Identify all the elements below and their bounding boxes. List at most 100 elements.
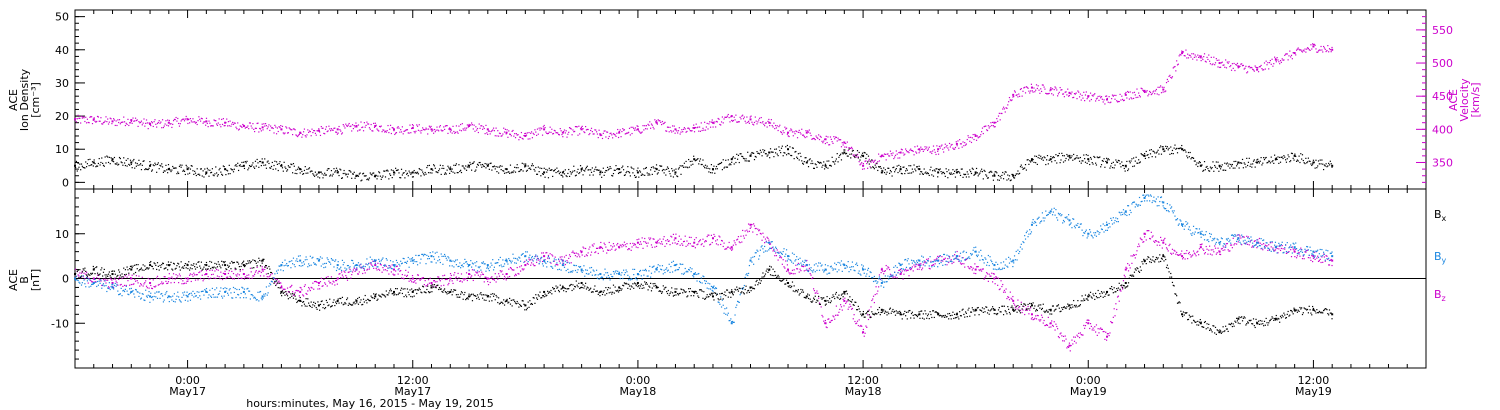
bz-series-sample [574, 254, 577, 257]
velocity-series-sample [846, 141, 848, 143]
ion-density-series-sample [792, 147, 794, 149]
ion-density-series-sample [617, 172, 620, 175]
velocity-series-sample [403, 130, 405, 133]
ion-density-series-point [74, 164, 76, 167]
ion-density-series-sample [761, 155, 763, 157]
ion-density-series-sample [480, 164, 482, 166]
velocity-series-sample [464, 127, 466, 129]
velocity-series-sample [891, 154, 893, 156]
bz-series-sample [296, 289, 298, 292]
bz-series-sample [205, 273, 207, 275]
bz-series-sample [510, 267, 512, 269]
ion-density-series-sample [833, 161, 835, 163]
velocity-series-sample [161, 127, 163, 129]
ion-density-series-sample [736, 158, 739, 160]
bz-series-sample [297, 290, 299, 292]
bz-series-sample [715, 240, 717, 242]
bz-series-sample [326, 285, 328, 287]
velocity-series-sample [709, 126, 712, 128]
ion-density-series-sample [1254, 166, 1256, 168]
ion-density-series-sample [894, 169, 897, 171]
ion-density-series-point [1256, 161, 1259, 164]
velocity-series-sample [1330, 51, 1332, 53]
ion-density-series-sample [559, 171, 561, 173]
bz-series-sample [632, 242, 634, 245]
ion-density-series-sample [461, 165, 463, 167]
bz-series-sample [243, 278, 246, 280]
ion-density-series-sample [296, 172, 298, 175]
bz-series-sample [982, 268, 984, 270]
ion-density-series-sample [1134, 160, 1136, 162]
ion-density-series-sample [134, 167, 136, 169]
bz-series-sample [302, 294, 304, 296]
velocity-series-sample [498, 135, 500, 137]
bz-series-sample [590, 254, 592, 256]
velocity-series-sample [111, 123, 113, 125]
bz-series-sample [406, 274, 409, 277]
ion-density-series-sample [91, 164, 93, 166]
bz-series-sample [887, 266, 889, 268]
ion-density-series-sample [825, 166, 827, 169]
velocity-series-sample [244, 127, 246, 129]
ion-density-series-sample [901, 173, 903, 175]
ion-density-series-sample [1033, 161, 1035, 163]
bz-series-sample [226, 276, 229, 278]
ion-density-series-sample [546, 171, 548, 173]
velocity-series-sample [1035, 89, 1037, 91]
y-axis-label-left-line: Ion Density [18, 68, 31, 131]
velocity-series-sample [1306, 47, 1309, 49]
ion-density-series-sample [176, 173, 178, 175]
velocity-series-sample [1078, 96, 1081, 98]
velocity-series-sample [1328, 51, 1330, 53]
velocity-series-sample [875, 162, 877, 165]
bz-series-sample [986, 273, 989, 275]
velocity-series-sample [400, 131, 403, 133]
velocity-series-sample [691, 130, 693, 132]
velocity-series-sample [1156, 93, 1158, 95]
velocity-series-sample [624, 133, 626, 135]
bz-series-sample [648, 237, 650, 239]
ion-density-series-sample [888, 172, 891, 174]
ion-density-series-sample [1278, 162, 1280, 165]
bz-series-sample [1002, 283, 1004, 286]
ion-density-series-sample [1070, 157, 1072, 159]
ion-density-series-sample [584, 170, 586, 172]
velocity-series-sample [91, 122, 94, 125]
ion-density-series-sample [1284, 159, 1287, 161]
top-frame [74, 9, 1427, 190]
bz-series-sample [946, 264, 948, 266]
velocity-series-sample [152, 125, 154, 128]
bz-series-sample [1229, 250, 1231, 252]
velocity-series-sample [892, 152, 894, 154]
velocity-series-sample [186, 117, 188, 120]
bz-series-sample [380, 264, 382, 266]
bz-series-sample [348, 271, 350, 273]
ion-density-series-sample [943, 171, 945, 174]
ion-density-series-point [167, 168, 170, 171]
ion-density-series-sample [101, 157, 103, 159]
bz-series-sample [954, 257, 957, 259]
ion-density-series-sample [220, 171, 222, 173]
bz-series-sample [509, 266, 512, 269]
bz-series-sample [232, 272, 235, 275]
velocity-series-sample [241, 126, 243, 129]
velocity-series-point [918, 148, 921, 151]
bz-series-sample [136, 280, 138, 282]
ion-density-series-sample [1298, 155, 1300, 157]
velocity-series-point [1012, 93, 1015, 96]
ion-density-series-sample [666, 166, 669, 168]
bz-series-sample [802, 266, 805, 268]
ion-density-series-sample [1183, 149, 1185, 151]
ion-density-series-sample [664, 169, 666, 171]
bz-series-sample [586, 255, 588, 257]
ion-density-series-sample [175, 167, 177, 169]
bz-series-sample [714, 235, 716, 238]
bz-series-sample [1015, 305, 1017, 307]
ion-density-series-sample [107, 161, 110, 164]
velocity-series-sample [1092, 95, 1094, 97]
ion-density-series-sample [1148, 156, 1150, 159]
velocity-series-sample [1326, 49, 1328, 52]
bz-series-sample [461, 281, 463, 283]
velocity-series-sample [1059, 86, 1061, 89]
bz-series-sample [481, 271, 483, 273]
